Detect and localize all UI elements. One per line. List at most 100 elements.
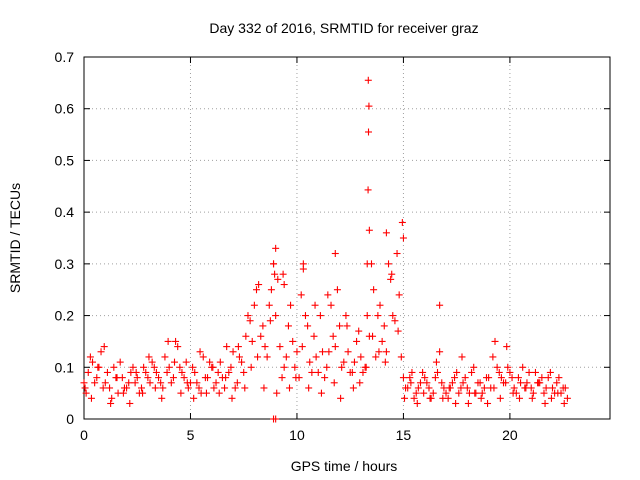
data-point	[106, 384, 114, 392]
data-point	[235, 353, 243, 361]
data-point	[420, 389, 428, 397]
y-tick-label: 0.5	[55, 152, 75, 168]
data-point	[484, 399, 492, 407]
data-point	[497, 374, 505, 382]
data-point	[212, 379, 220, 387]
data-point	[391, 317, 399, 325]
data-point	[421, 374, 429, 382]
data-point	[324, 291, 332, 299]
data-points	[80, 76, 571, 423]
data-point	[157, 379, 165, 387]
data-point	[474, 379, 482, 387]
chart-title: Day 332 of 2016, SRMTID for receiver gra…	[209, 20, 478, 36]
data-point	[549, 384, 557, 392]
data-point	[495, 368, 503, 376]
data-point	[310, 332, 318, 340]
data-point	[272, 312, 280, 320]
x-tick-label: 0	[80, 427, 88, 443]
data-point	[129, 363, 137, 371]
data-point	[451, 374, 459, 382]
data-point	[145, 353, 153, 361]
data-point	[407, 379, 415, 387]
data-point	[410, 394, 418, 402]
data-point	[247, 363, 255, 371]
data-point	[195, 384, 203, 392]
data-point	[266, 317, 274, 325]
data-point	[270, 260, 278, 268]
data-point	[193, 379, 201, 387]
data-point	[365, 226, 373, 234]
data-point	[387, 275, 395, 283]
data-point	[344, 348, 352, 356]
data-point	[196, 348, 204, 356]
data-point	[155, 374, 163, 382]
data-point	[172, 337, 180, 345]
data-point	[423, 379, 431, 387]
data-point	[260, 384, 268, 392]
data-point	[120, 384, 128, 392]
data-point	[452, 399, 460, 407]
data-point	[372, 353, 380, 361]
data-point	[340, 358, 348, 366]
data-point	[108, 394, 116, 402]
data-point	[363, 260, 371, 268]
data-point	[233, 379, 241, 387]
data-point	[365, 102, 373, 110]
data-point	[342, 312, 350, 320]
data-point	[331, 250, 339, 258]
data-point	[89, 358, 97, 366]
data-point	[525, 368, 533, 376]
data-point	[406, 374, 414, 382]
data-point	[202, 389, 210, 397]
data-point	[317, 389, 325, 397]
data-point	[110, 363, 118, 371]
data-point	[349, 384, 357, 392]
data-point	[214, 368, 222, 376]
data-point	[560, 399, 568, 407]
data-point	[159, 384, 167, 392]
data-point	[279, 270, 287, 278]
data-point	[432, 358, 440, 366]
data-point	[97, 348, 105, 356]
data-point	[382, 229, 390, 237]
data-point	[425, 384, 433, 392]
data-point	[174, 343, 182, 351]
data-point	[241, 384, 249, 392]
data-point	[201, 374, 209, 382]
data-point	[357, 353, 365, 361]
data-point	[496, 394, 504, 402]
data-point	[364, 186, 372, 194]
grid-lines	[84, 57, 610, 419]
data-point	[541, 399, 549, 407]
y-tick-label: 0.4	[55, 204, 75, 220]
data-point	[388, 270, 396, 278]
data-point	[103, 368, 111, 376]
data-point	[457, 384, 465, 392]
data-point	[398, 218, 406, 226]
data-point	[490, 384, 498, 392]
data-point	[265, 301, 273, 309]
data-point	[311, 301, 319, 309]
data-point	[284, 322, 292, 330]
data-point	[259, 322, 267, 330]
data-point	[381, 358, 389, 366]
data-point	[434, 368, 442, 376]
data-point	[148, 358, 156, 366]
data-point	[519, 363, 527, 371]
data-point	[254, 353, 262, 361]
data-point	[182, 358, 190, 366]
data-point	[546, 368, 554, 376]
data-point	[528, 394, 536, 402]
data-point	[438, 379, 446, 387]
data-point	[304, 322, 312, 330]
data-point	[280, 281, 288, 289]
data-point	[306, 358, 314, 366]
data-point	[538, 374, 546, 382]
data-point	[374, 312, 382, 320]
data-point	[445, 384, 453, 392]
data-point	[293, 348, 301, 356]
data-point	[228, 394, 236, 402]
data-point	[158, 394, 166, 402]
data-point	[142, 368, 150, 376]
data-point	[287, 301, 295, 309]
